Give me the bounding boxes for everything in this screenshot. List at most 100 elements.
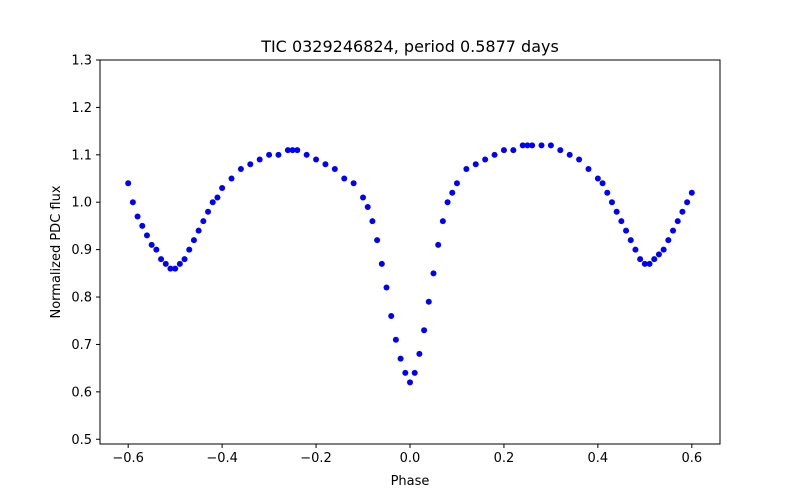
- data-point: [641, 260, 648, 267]
- data-point: [529, 142, 536, 149]
- data-point: [350, 180, 357, 187]
- data-point: [627, 237, 634, 244]
- data-point: [190, 237, 197, 244]
- y-tick-label: 1.2: [71, 101, 92, 116]
- data-point: [585, 166, 592, 173]
- data-point: [374, 237, 381, 244]
- data-point: [679, 208, 686, 215]
- data-point: [134, 213, 141, 220]
- data-point: [303, 151, 310, 158]
- y-tick-label: 0.5: [71, 433, 92, 448]
- x-axis-label: Phase: [391, 474, 430, 489]
- data-point: [416, 350, 423, 357]
- x-tick-label: −0.4: [206, 451, 238, 466]
- y-axis-label: Normalized PDC flux: [49, 185, 64, 318]
- data-point: [519, 142, 526, 149]
- data-point: [439, 218, 446, 225]
- data-point: [383, 284, 390, 291]
- data-point: [425, 298, 432, 305]
- data-point: [294, 147, 301, 154]
- data-point: [594, 175, 601, 182]
- data-point: [604, 189, 611, 196]
- data-point: [651, 256, 658, 263]
- data-point: [623, 227, 630, 234]
- data-point: [435, 241, 442, 248]
- data-point: [331, 166, 338, 173]
- data-point: [538, 142, 545, 149]
- y-tick-label: 1.1: [71, 148, 92, 163]
- chart-title: TIC 0329246824, period 0.5877 days: [260, 37, 559, 56]
- data-point: [275, 151, 282, 158]
- data-point: [388, 313, 395, 319]
- y-tick-label: 0.9: [71, 243, 92, 258]
- data-point: [247, 161, 254, 168]
- data-point: [181, 256, 188, 263]
- data-point: [655, 251, 662, 258]
- x-tick-label: 0.2: [494, 451, 515, 466]
- data-point: [214, 194, 221, 201]
- data-point: [670, 227, 677, 234]
- y-axis: 0.5 0.6 0.7 0.8 0.9 1.0 1.1 1.2 1.3: [71, 54, 100, 448]
- x-tick-label: 0.0: [400, 451, 421, 466]
- data-point: [557, 147, 564, 154]
- data-point: [341, 175, 348, 182]
- data-point: [162, 260, 169, 267]
- data-point: [688, 189, 695, 196]
- data-point: [599, 180, 606, 187]
- data-point: [378, 260, 385, 267]
- data-point: [407, 379, 413, 386]
- data-point: [491, 151, 498, 158]
- data-point: [510, 147, 517, 154]
- data-point: [143, 232, 150, 239]
- x-axis: −0.6 −0.4 −0.2 0.0 0.2 0.4 0.6: [112, 444, 702, 466]
- data-point: [674, 218, 681, 225]
- x-tick-label: 0.6: [681, 451, 702, 466]
- y-tick-label: 0.6: [71, 385, 92, 400]
- data-point: [637, 256, 644, 263]
- data-point: [322, 161, 329, 168]
- data-point: [684, 199, 691, 206]
- data-point: [369, 218, 376, 225]
- data-point: [632, 246, 639, 253]
- data-point: [402, 369, 409, 376]
- data-point: [228, 175, 235, 182]
- data-point: [364, 203, 371, 210]
- data-point: [158, 256, 165, 263]
- data-point: [284, 147, 291, 154]
- data-point: [167, 265, 174, 272]
- data-point: [237, 166, 244, 173]
- data-point: [660, 246, 667, 253]
- data-point: [449, 189, 456, 196]
- data-point: [200, 218, 207, 225]
- data-point: [566, 151, 573, 158]
- data-point: [148, 241, 155, 248]
- data-point: [256, 156, 263, 163]
- y-tick-label: 0.7: [71, 338, 92, 353]
- data-point: [219, 185, 226, 191]
- data-point: [397, 355, 404, 362]
- data-point: [444, 199, 451, 206]
- data-point: [205, 208, 212, 215]
- data-point: [360, 194, 367, 201]
- data-point: [129, 199, 136, 206]
- scatter-points: [125, 142, 695, 386]
- data-point: [125, 180, 132, 187]
- data-point: [411, 369, 418, 376]
- data-point: [172, 265, 179, 272]
- y-tick-label: 1.0: [71, 196, 92, 211]
- data-point: [618, 218, 625, 225]
- x-tick-label: −0.2: [300, 451, 332, 466]
- y-tick-label: 1.3: [71, 54, 92, 69]
- data-point: [665, 237, 672, 244]
- data-point: [613, 208, 620, 215]
- data-point: [421, 327, 428, 334]
- data-point: [289, 147, 296, 154]
- data-point: [482, 156, 489, 163]
- data-point: [266, 151, 273, 158]
- x-tick-label: −0.6: [112, 451, 144, 466]
- y-tick-label: 0.8: [71, 291, 92, 306]
- data-point: [392, 336, 399, 343]
- data-point: [646, 260, 653, 267]
